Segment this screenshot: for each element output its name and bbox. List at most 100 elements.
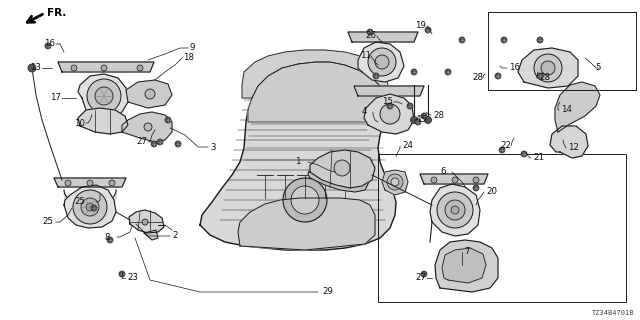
Polygon shape (442, 248, 486, 283)
Circle shape (368, 48, 396, 76)
Text: 10: 10 (74, 118, 85, 127)
Circle shape (291, 186, 319, 214)
Text: 18: 18 (183, 53, 194, 62)
Polygon shape (310, 150, 375, 188)
Circle shape (407, 103, 413, 109)
Polygon shape (358, 42, 404, 82)
Circle shape (175, 141, 181, 147)
Text: 21: 21 (533, 154, 544, 163)
Text: 28: 28 (433, 110, 444, 119)
Text: TZ34B4701B: TZ34B4701B (591, 310, 634, 316)
Polygon shape (550, 126, 588, 158)
Text: 14: 14 (561, 106, 572, 115)
Circle shape (367, 29, 373, 35)
Polygon shape (354, 86, 424, 96)
Circle shape (431, 177, 437, 183)
Circle shape (421, 113, 427, 119)
Circle shape (73, 190, 107, 224)
Circle shape (473, 177, 479, 183)
Polygon shape (248, 62, 388, 122)
Circle shape (71, 65, 77, 71)
Circle shape (145, 89, 155, 99)
Text: 28: 28 (539, 74, 550, 83)
Polygon shape (54, 178, 126, 187)
Text: 4: 4 (362, 108, 367, 116)
Text: 15: 15 (416, 116, 427, 124)
Circle shape (65, 180, 71, 186)
Polygon shape (430, 184, 480, 236)
Circle shape (473, 185, 479, 191)
Text: 3: 3 (210, 142, 216, 151)
Text: 28: 28 (472, 74, 483, 83)
Text: 2: 2 (172, 231, 177, 241)
Text: 27: 27 (415, 274, 426, 283)
Circle shape (86, 203, 94, 211)
Circle shape (521, 151, 527, 157)
Polygon shape (435, 240, 498, 292)
Circle shape (424, 116, 431, 124)
Polygon shape (126, 80, 172, 108)
Circle shape (373, 73, 379, 79)
Circle shape (541, 61, 555, 75)
Text: 25: 25 (74, 197, 85, 206)
Circle shape (101, 65, 107, 71)
Polygon shape (518, 48, 578, 88)
Text: 24: 24 (402, 141, 413, 150)
Circle shape (452, 177, 458, 183)
Text: 16: 16 (44, 39, 55, 49)
Circle shape (421, 271, 427, 277)
Circle shape (534, 54, 562, 82)
Circle shape (445, 200, 465, 220)
Polygon shape (308, 160, 370, 192)
Circle shape (459, 37, 465, 43)
Circle shape (380, 104, 400, 124)
Polygon shape (64, 185, 116, 228)
Circle shape (437, 192, 473, 228)
Circle shape (410, 116, 417, 124)
Text: 6: 6 (440, 167, 445, 177)
Circle shape (451, 206, 459, 214)
Text: 29: 29 (322, 287, 333, 297)
Circle shape (391, 178, 399, 186)
Polygon shape (200, 62, 396, 250)
Polygon shape (238, 198, 375, 250)
Text: 26: 26 (365, 31, 376, 41)
Circle shape (157, 139, 163, 145)
Circle shape (387, 103, 393, 109)
Text: 23: 23 (127, 274, 138, 283)
Text: 11: 11 (360, 52, 371, 60)
Circle shape (501, 37, 507, 43)
Text: 12: 12 (568, 143, 579, 153)
Circle shape (537, 73, 543, 79)
Text: 27: 27 (136, 138, 147, 147)
Polygon shape (348, 32, 418, 42)
Circle shape (445, 69, 451, 75)
Polygon shape (420, 174, 488, 184)
Circle shape (151, 141, 157, 147)
Circle shape (537, 37, 543, 43)
Polygon shape (242, 50, 388, 98)
Polygon shape (78, 74, 128, 116)
Circle shape (87, 180, 93, 186)
Text: 5: 5 (595, 63, 601, 73)
Polygon shape (364, 94, 414, 134)
Circle shape (142, 219, 148, 225)
Circle shape (375, 55, 389, 69)
Text: FR.: FR. (47, 8, 67, 18)
Circle shape (119, 271, 125, 277)
Circle shape (87, 79, 121, 113)
Circle shape (137, 65, 143, 71)
Text: 1: 1 (295, 157, 301, 166)
Text: 19: 19 (415, 21, 426, 30)
Circle shape (165, 117, 171, 123)
Circle shape (387, 174, 403, 190)
Polygon shape (555, 82, 600, 132)
Circle shape (283, 178, 327, 222)
Circle shape (109, 180, 115, 186)
Text: 22: 22 (500, 141, 511, 150)
Polygon shape (144, 230, 158, 240)
Polygon shape (78, 108, 128, 134)
Circle shape (144, 123, 152, 131)
Circle shape (81, 198, 99, 216)
Text: 9: 9 (190, 44, 195, 52)
